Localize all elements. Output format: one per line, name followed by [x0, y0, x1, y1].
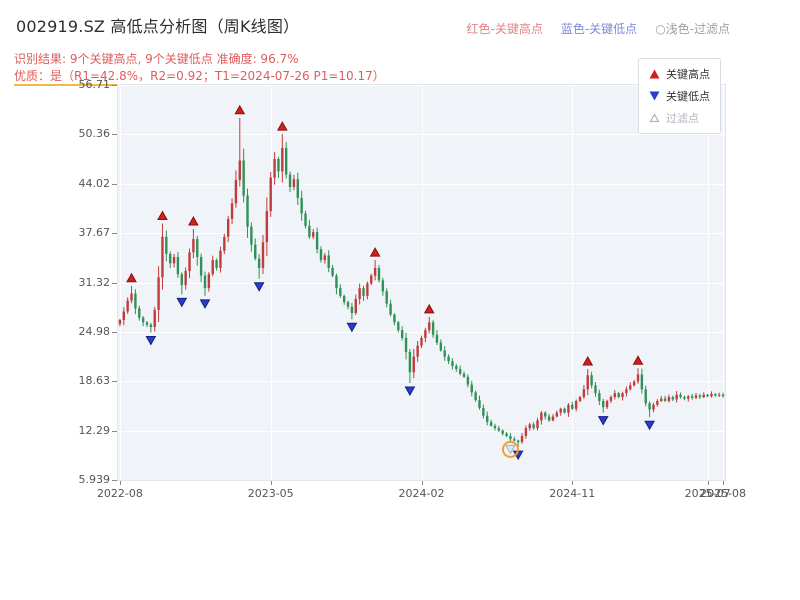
- x-tick-label: 2024-02: [398, 487, 445, 500]
- header-legend-filter-label: ○浅色-过滤点: [655, 22, 730, 36]
- up-triangle-icon: [649, 69, 660, 79]
- y-tick-mark: [112, 332, 117, 333]
- x-tick-label: 2023-05: [247, 487, 294, 500]
- recognition-result-text: 识别结果: 9个关键高点, 9个关键低点 准确度: 96.7%: [14, 52, 299, 66]
- x-tick-mark: [572, 481, 573, 485]
- chart-legend-filter-label: 过滤点: [666, 112, 699, 125]
- y-tick-mark: [112, 431, 117, 432]
- x-tick-mark: [708, 481, 709, 485]
- y-tick-label: 31.32: [78, 275, 111, 289]
- chart-legend-key-high-label: 关键高点: [666, 68, 710, 81]
- y-tick-mark: [112, 134, 117, 135]
- chart-legend-row-key-high: 关键高点: [649, 66, 710, 82]
- chart-legend-row-key-low: 关键低点: [649, 88, 710, 104]
- chart-legend-key-low-label: 关键低点: [666, 90, 710, 103]
- y-tick-mark: [112, 480, 117, 481]
- y-tick-label: 5.939: [78, 473, 111, 486]
- x-tick-label: 2025-08: [700, 487, 747, 500]
- header-legend-key-high-label: 红色-关键高点: [466, 22, 543, 36]
- y-tick-label: 37.67: [78, 226, 111, 240]
- y-tick-label: 50.36: [78, 127, 111, 141]
- chart-legend-row-filter: 过滤点: [649, 110, 710, 126]
- y-tick-label: 18.63: [78, 374, 111, 388]
- x-tick-label: 2024-11: [549, 487, 596, 500]
- y-tick-label: 44.02: [78, 176, 111, 190]
- y-tick-mark: [112, 381, 117, 382]
- quality-underlined-text: 优质：是（R1=42.8%，R2=0.92；T1=2024-07-26 P1=1…: [14, 69, 385, 86]
- kline-chart-canvas: [117, 84, 726, 481]
- x-tick-label: 2022-08: [96, 487, 143, 500]
- down-triangle-icon: [649, 91, 660, 101]
- header-legend-key-low-label: 蓝色-关键低点: [560, 22, 638, 36]
- hollow-triangle-icon: [649, 113, 660, 123]
- x-tick-label: 2025-07: [684, 487, 731, 500]
- y-tick-label: 24.98: [78, 324, 111, 338]
- x-tick-mark: [120, 481, 121, 485]
- y-tick-mark: [112, 85, 117, 86]
- y-tick-label: 56.71: [78, 78, 111, 91]
- x-tick-mark: [271, 481, 272, 485]
- page-title: 002919.SZ 高低点分析图（周K线图）: [16, 17, 300, 36]
- y-tick-mark: [112, 233, 117, 234]
- header-legend: 红色-关键高点 蓝色-关键低点 ○浅色-过滤点: [467, 20, 731, 37]
- chart-legend-box: 关键高点 关键低点 过滤点: [638, 58, 721, 134]
- y-tick-mark: [112, 184, 117, 185]
- y-tick-mark: [112, 283, 117, 284]
- quality-result-text: 优质：是（R1=42.8%，R2=0.92；T1=2024-07-26 P1=1…: [14, 67, 385, 86]
- y-tick-label: 12.29: [78, 423, 111, 437]
- x-tick-mark: [422, 481, 423, 485]
- x-tick-mark: [723, 481, 724, 485]
